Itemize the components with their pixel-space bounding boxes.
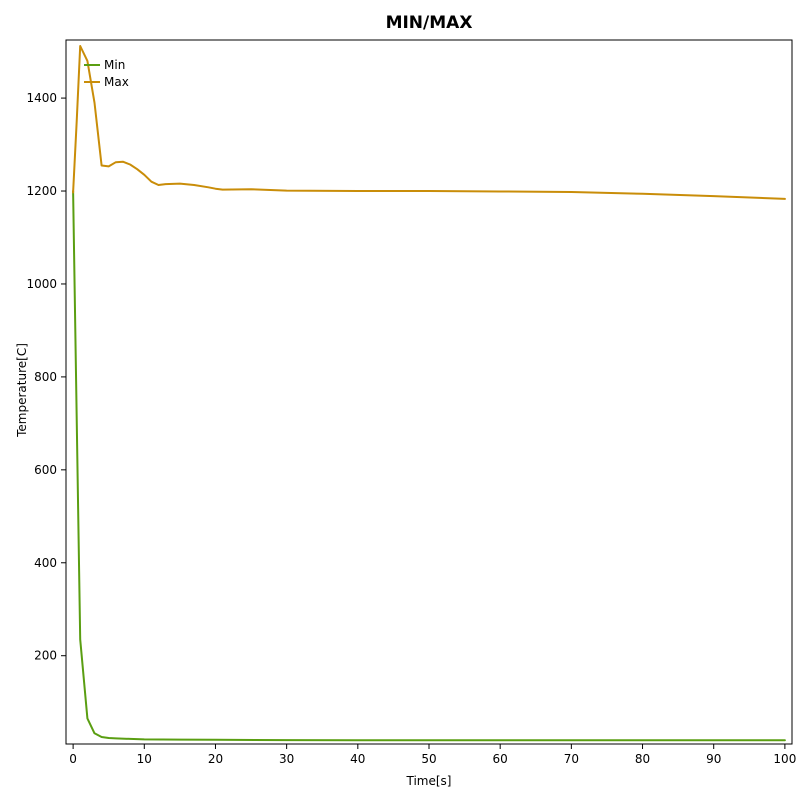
y-tick-label: 600 [34, 463, 57, 477]
x-tick-label: 50 [421, 752, 436, 766]
x-tick-label: 40 [350, 752, 365, 766]
x-tick-label: 80 [635, 752, 650, 766]
x-tick-label: 100 [773, 752, 796, 766]
x-tick-label: 30 [279, 752, 294, 766]
x-tick-label: 0 [69, 752, 77, 766]
y-tick-label: 200 [34, 649, 57, 663]
y-tick-label: 1000 [26, 277, 57, 291]
y-axis-label: Temperature[C] [15, 343, 29, 438]
x-tick-label: 20 [208, 752, 223, 766]
legend-label-max: Max [104, 75, 129, 89]
x-axis-label: Time[s] [406, 774, 452, 788]
plot-area: 0 10 20 30 40 50 60 70 80 90 100 200 400 600 800 1000 12… [26, 39, 796, 766]
x-tick-label: 90 [706, 752, 721, 766]
chart-title: MIN/MAX [386, 13, 473, 33]
x-tick-label: 10 [137, 752, 152, 766]
y-tick-label: 1400 [26, 91, 57, 105]
x-tick-label: 60 [493, 752, 508, 766]
legend-label-min: Min [104, 58, 125, 72]
y-tick-label: 800 [34, 370, 57, 384]
series-line-max [72, 45, 786, 200]
x-tick-label: 70 [564, 752, 579, 766]
legend: Min Max [84, 58, 129, 89]
y-tick-label: 1200 [26, 184, 57, 198]
plot-frame [65, 39, 793, 745]
y-tick-label: 400 [34, 556, 57, 570]
series-line-min [72, 190, 786, 742]
